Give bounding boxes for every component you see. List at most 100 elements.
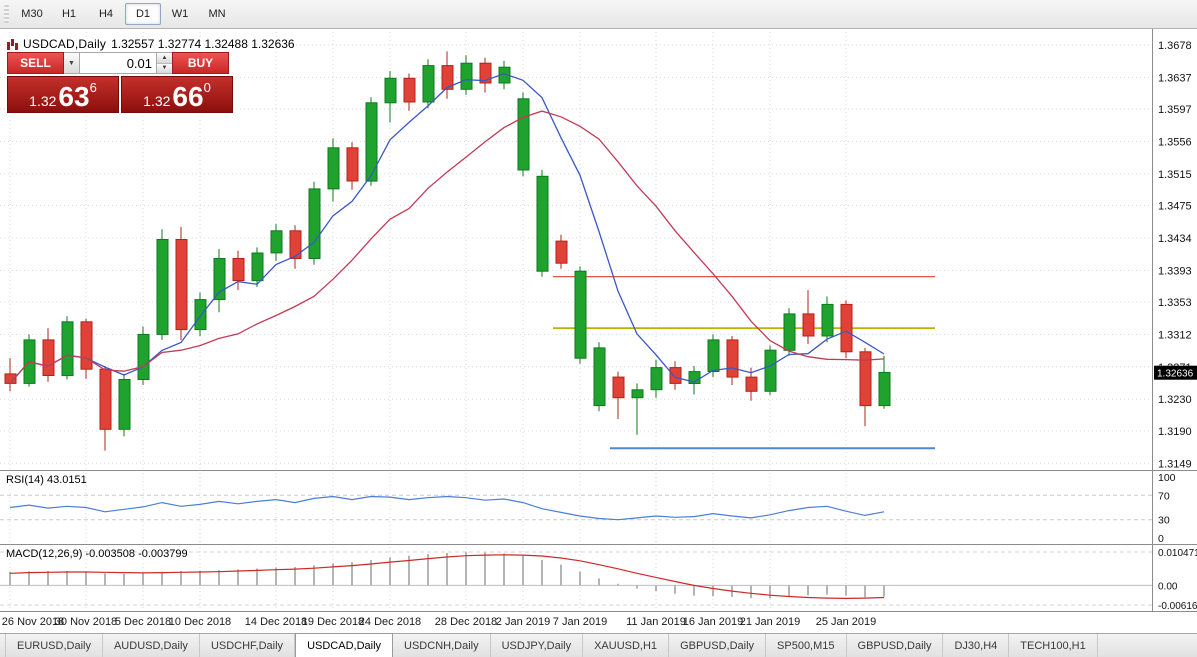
macd-histogram-bar xyxy=(9,572,11,586)
timeframe-button-d1[interactable]: D1 xyxy=(125,3,161,25)
one-click-trading-panel: SELL ▼ ▲ ▼ BUY 1.32 63 6 1.32 66 0 xyxy=(7,52,233,113)
candle xyxy=(460,62,473,90)
volume-up-icon[interactable]: ▲ xyxy=(157,53,172,64)
macd-histogram-bar xyxy=(256,568,258,586)
bid-price-box[interactable]: 1.32 63 6 xyxy=(7,76,119,113)
macd-histogram-bar xyxy=(826,585,828,595)
rsi-axis-label: 30 xyxy=(1158,515,1170,527)
rsi-indicator-label: RSI(14) 43.0151 xyxy=(6,474,87,486)
candle xyxy=(42,339,55,376)
macd-histogram-bar xyxy=(427,554,429,586)
chart-tab-dj30-h4[interactable]: DJ30,H4 xyxy=(943,634,1010,657)
candle xyxy=(384,77,397,104)
chart-tab-bar: EURUSD,Daily AUDUSD,Daily USDCHF,Daily USDC… xyxy=(0,633,1197,657)
macd-histogram-bar xyxy=(712,585,714,597)
chart-tab-usdcad-daily[interactable]: USDCAD,Daily xyxy=(295,633,394,657)
chart-tab-gbpusd-daily[interactable]: GBPUSD,Daily xyxy=(669,634,767,657)
candle xyxy=(61,321,74,377)
candle xyxy=(840,303,853,353)
chart-tab-audusd-daily[interactable]: AUDUSD,Daily xyxy=(103,634,200,657)
candle xyxy=(555,240,568,264)
macd-histogram-bar xyxy=(617,583,619,586)
candle xyxy=(612,376,625,399)
ma-slow-line xyxy=(9,110,885,384)
date-label: 14 Dec 2018 xyxy=(245,616,307,628)
current-price-badge xyxy=(1154,365,1197,380)
macd-histogram-bar xyxy=(389,557,391,586)
macd-histogram-bar xyxy=(579,571,581,586)
macd-histogram-bar xyxy=(655,585,657,592)
chart-tab-usdchf-daily[interactable]: USDCHF,Daily xyxy=(200,634,296,657)
macd-histogram-bar xyxy=(104,573,106,586)
toolbar-grip-icon[interactable] xyxy=(4,5,9,23)
chart-tab-tech100-h1[interactable]: TECH100,H1 xyxy=(1009,634,1098,657)
date-label: 5 Dec 2018 xyxy=(115,616,171,628)
price-axis[interactable] xyxy=(1153,29,1197,611)
price-axis-label: 1.3353 xyxy=(1158,297,1192,309)
timeframe-button-w1[interactable]: W1 xyxy=(171,8,189,20)
macd-histogram-bar xyxy=(408,555,410,586)
chart-tab-usdjpy-daily[interactable]: USDJPY,Daily xyxy=(491,634,584,657)
macd-histogram-bar xyxy=(275,567,277,586)
candle xyxy=(764,349,777,392)
chart-icon xyxy=(7,38,18,50)
candle xyxy=(327,147,340,190)
candle xyxy=(118,379,131,430)
volume-input[interactable] xyxy=(80,52,157,74)
macd-histogram-bar xyxy=(693,585,695,596)
date-label: 28 Dec 2018 xyxy=(435,616,497,628)
macd-histogram-bar xyxy=(28,571,30,586)
candle xyxy=(346,147,359,182)
date-label: 19 Dec 2018 xyxy=(302,616,364,628)
chart-tab-gbpusd-daily[interactable]: GBPUSD,Daily xyxy=(847,634,944,657)
date-label: 10 Dec 2018 xyxy=(169,616,231,628)
candle xyxy=(270,230,283,254)
price-axis-label: 1.3312 xyxy=(1158,329,1192,341)
chart-title: USDCAD,Daily 1.32557 1.32774 1.32488 1.3… xyxy=(7,37,295,51)
ask-price-box[interactable]: 1.32 66 0 xyxy=(121,76,233,113)
macd-signal-line xyxy=(9,554,885,600)
candle xyxy=(251,252,264,282)
candle xyxy=(821,303,834,337)
candle xyxy=(593,347,606,407)
timeframe-toolbar: M30 H1 H4 D1 W1 MN xyxy=(0,0,1197,29)
time-axis[interactable] xyxy=(0,612,1153,632)
price-axis-label: 1.3637 xyxy=(1158,72,1192,84)
price-axis-label: 1.3393 xyxy=(1158,265,1192,277)
volume-dropdown-icon[interactable]: ▼ xyxy=(64,52,80,74)
date-label: 7 Jan 2019 xyxy=(553,616,607,628)
candle xyxy=(365,102,378,182)
chart-tab-xauusd-h1[interactable]: XAUUSD,H1 xyxy=(583,634,670,657)
macd-histogram-bar xyxy=(522,555,524,586)
chart-background xyxy=(0,28,1197,634)
date-label: 16 Jan 2019 xyxy=(683,616,744,628)
macd-axis-label: 0.00 xyxy=(1158,581,1178,592)
chart-tab-eurusd-daily[interactable]: EURUSD,Daily xyxy=(5,634,103,657)
macd-histogram-bar xyxy=(484,552,486,586)
chart-symbol-label: USDCAD,Daily xyxy=(23,37,107,51)
macd-histogram-bar xyxy=(313,565,315,586)
price-axis-label: 1.3597 xyxy=(1158,104,1192,116)
candle xyxy=(99,368,112,430)
timeframe-button-m30[interactable]: M30 xyxy=(21,8,43,20)
timeframe-button-h4[interactable]: H4 xyxy=(98,8,114,20)
price-axis-label: 1.3515 xyxy=(1158,169,1192,181)
volume-stepper: ▲ ▼ xyxy=(157,52,172,74)
timeframe-button-mn[interactable]: MN xyxy=(208,8,226,20)
timeframe-button-h1[interactable]: H1 xyxy=(61,8,77,20)
macd-histogram-bar xyxy=(541,559,543,586)
current-price-label: 1.32636 xyxy=(1157,369,1194,380)
bid-price-prefix: 1.32 xyxy=(29,92,57,109)
sell-button[interactable]: SELL xyxy=(7,52,64,74)
candle xyxy=(707,339,720,372)
chart-tab-usdcnh-daily[interactable]: USDCNH,Daily xyxy=(393,634,491,657)
chart-tab-sp500-m15[interactable]: SP500,M15 xyxy=(766,634,847,657)
volume-down-icon[interactable]: ▼ xyxy=(157,63,172,73)
candle xyxy=(308,188,321,259)
ma-fast-line xyxy=(9,73,885,384)
macd-histogram-bar xyxy=(123,573,125,586)
candle xyxy=(726,339,739,378)
candle xyxy=(175,239,188,331)
buy-button[interactable]: BUY xyxy=(172,52,229,74)
